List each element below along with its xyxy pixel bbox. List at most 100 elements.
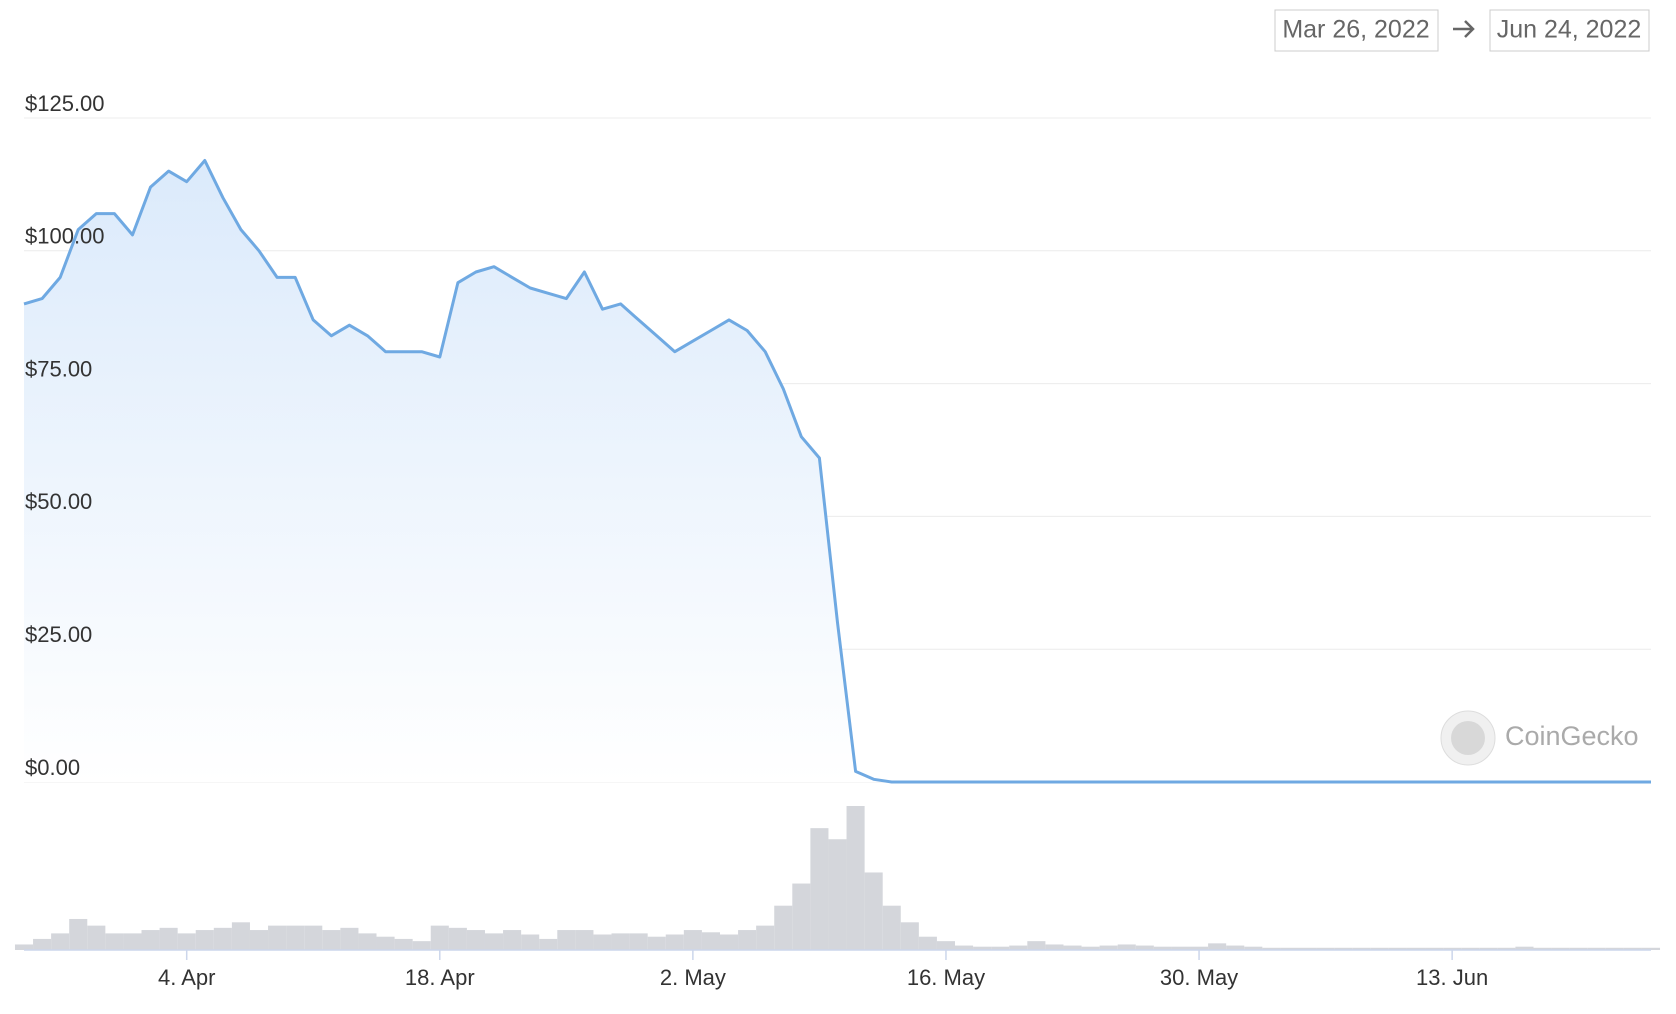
volume-bar — [882, 905, 901, 950]
volume-bar — [593, 934, 612, 950]
volume-bar — [647, 936, 666, 950]
volume-bar — [756, 925, 775, 950]
volume-bar — [1316, 947, 1335, 950]
volume-bar — [1515, 946, 1534, 950]
volume-bar — [629, 933, 648, 950]
volume-bar — [1551, 947, 1570, 950]
volume-bar — [304, 925, 323, 950]
volume-bar — [1244, 946, 1263, 950]
volume-bar — [1569, 947, 1588, 950]
volume-bar — [1208, 943, 1227, 950]
volume-bar — [575, 930, 594, 950]
arrow-icon — [1453, 20, 1475, 38]
volume-bar — [503, 930, 522, 950]
volume-bar — [810, 828, 829, 950]
x-tick-label: 16. May — [907, 965, 985, 990]
area — [24, 160, 1651, 782]
volume-bar — [683, 930, 702, 950]
volume-bar — [1063, 945, 1082, 950]
volume-bar — [1190, 946, 1209, 950]
x-tick-label: 30. May — [1160, 965, 1238, 990]
volume-bar — [195, 930, 214, 950]
volume-bar — [557, 930, 576, 950]
volume-bar — [1479, 947, 1498, 950]
price-line — [23, 159, 1651, 784]
volume-bar — [249, 930, 269, 950]
volume-bar — [738, 930, 757, 950]
volume-bar — [1587, 947, 1606, 950]
volume-bar — [774, 905, 793, 950]
volume-bar — [665, 934, 684, 950]
plot — [14, 159, 1661, 950]
volume-bar — [14, 944, 34, 950]
volume-bar — [430, 925, 449, 950]
volume-bar — [936, 941, 956, 950]
volume-bar — [1388, 947, 1407, 950]
volume-bar — [286, 925, 305, 950]
y-tick-label: $100.00 — [25, 224, 105, 249]
volume-bar — [1334, 947, 1353, 950]
volume-bar — [466, 930, 485, 950]
volume-bar — [69, 918, 88, 950]
volume-bar — [484, 933, 504, 950]
volume-bar — [1045, 944, 1064, 950]
volume-bar — [1641, 947, 1661, 950]
volume-bar — [701, 932, 720, 950]
y-tick-label: $75.00 — [25, 356, 92, 381]
range-start[interactable]: Mar 26, 2022 — [1282, 16, 1429, 44]
volume-bar — [864, 872, 883, 950]
volume-bar — [448, 927, 467, 950]
volume-bar — [1081, 946, 1100, 950]
volume-bar — [177, 933, 196, 950]
volume-bar — [1623, 947, 1642, 950]
volume-bar — [1443, 947, 1462, 950]
volume-bar — [268, 925, 287, 950]
volume-bar — [33, 938, 52, 950]
volume-bar — [1370, 947, 1389, 950]
volume-bar — [1027, 941, 1046, 950]
volume-bar — [358, 933, 377, 950]
volume-bar — [539, 938, 558, 950]
volume-bar — [1533, 947, 1552, 950]
y-tick-label: $50.00 — [25, 489, 92, 514]
x-tick-label: 13. Jun — [1416, 965, 1488, 990]
watermark: CoinGecko — [1505, 721, 1639, 751]
volume-bar — [141, 930, 160, 950]
volume-bar — [1171, 946, 1191, 950]
volume-bar — [1153, 946, 1172, 950]
volume-bar — [51, 933, 70, 950]
volume-bar — [340, 927, 359, 950]
x-tick-label: 2. May — [660, 965, 726, 990]
volume-bar — [991, 946, 1010, 950]
volume-bar — [123, 933, 142, 950]
volume-bar — [322, 930, 341, 950]
volume-bar — [1425, 947, 1444, 950]
volume-bar — [231, 922, 250, 950]
date-input[interactable] — [1489, 9, 1650, 52]
volume-bar — [412, 941, 431, 950]
volume-bar — [973, 946, 992, 950]
volume-bar — [1280, 947, 1299, 950]
volume-bar — [918, 936, 937, 950]
volume-bar — [900, 922, 919, 950]
volume-bar — [213, 927, 232, 950]
volume-bar — [955, 945, 974, 950]
volume-bar — [394, 938, 413, 950]
y-tick-label: $125.00 — [25, 91, 105, 116]
volume-bar — [1298, 947, 1317, 950]
volume-bar — [105, 933, 124, 950]
volume-bar — [1352, 947, 1371, 950]
volume-bar — [719, 934, 739, 950]
x-tick-label: 18. Apr — [405, 965, 475, 990]
volume-bar — [1406, 947, 1426, 950]
range-end[interactable]: Jun 24, 2022 — [1497, 16, 1642, 44]
watermark-logo — [1451, 721, 1485, 755]
volume-bar — [1262, 947, 1281, 950]
date-input[interactable] — [1274, 9, 1439, 52]
volume-bar — [1497, 947, 1516, 950]
volume-bar — [846, 806, 865, 950]
y-tick-label: $0.00 — [25, 755, 80, 780]
volume-bar — [376, 936, 395, 950]
x-tick-label: 4. Apr — [158, 965, 215, 990]
